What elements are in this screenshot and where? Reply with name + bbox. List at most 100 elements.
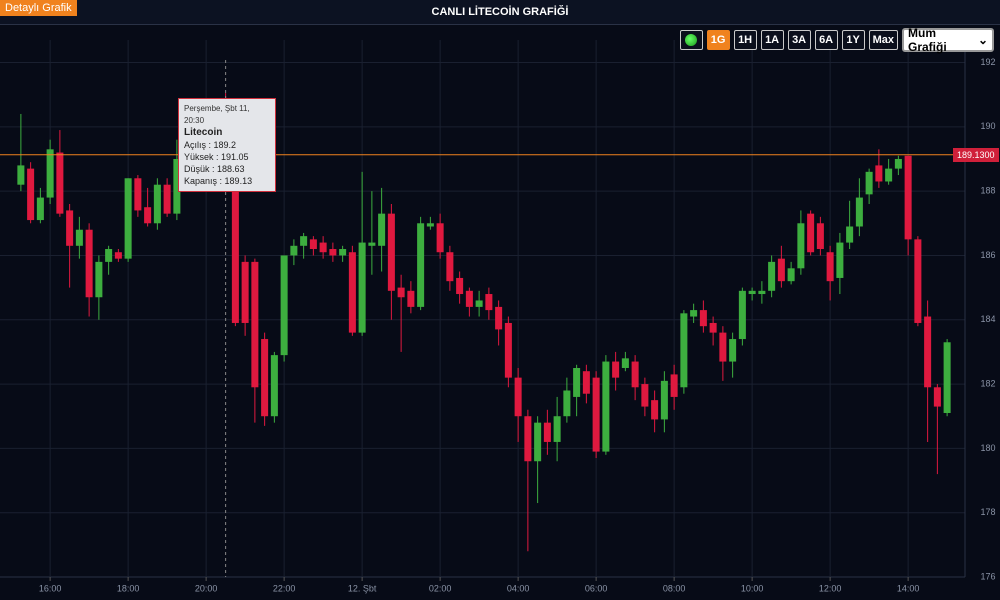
candle-body bbox=[748, 290, 756, 295]
candle-body bbox=[514, 377, 522, 417]
candle-body bbox=[612, 361, 620, 378]
candle-body bbox=[261, 339, 269, 417]
range-button[interactable]: 3A bbox=[787, 30, 811, 50]
live-dot bbox=[685, 34, 698, 46]
y-tick-label: 176 bbox=[980, 571, 995, 581]
y-tick-label: 188 bbox=[980, 186, 995, 196]
candle-body bbox=[524, 416, 532, 462]
candle-body bbox=[777, 258, 785, 282]
candle-body bbox=[114, 252, 122, 259]
tooltip-value: 189.13 bbox=[224, 176, 253, 186]
candle-body bbox=[534, 422, 542, 462]
candle-body bbox=[563, 390, 571, 417]
candle-body bbox=[231, 155, 239, 323]
x-tick-label: 08:00 bbox=[663, 583, 686, 593]
tooltip-value: 189.2 bbox=[213, 140, 237, 150]
candle-body bbox=[914, 239, 922, 323]
candle-body bbox=[904, 155, 912, 240]
x-tick-label: 12. Şbt bbox=[348, 583, 377, 593]
candle-body bbox=[543, 422, 551, 442]
chart-style-select[interactable]: Mum Grafiği ⌄ bbox=[902, 26, 994, 54]
range-button[interactable]: 1A bbox=[760, 30, 784, 50]
candle-body bbox=[943, 342, 951, 414]
candle-body bbox=[621, 358, 629, 368]
candle-body bbox=[36, 197, 44, 221]
x-tick-label: 06:00 bbox=[585, 583, 608, 593]
x-tick-label: 14:00 bbox=[897, 583, 920, 593]
candle-body bbox=[826, 252, 834, 282]
candle-body bbox=[407, 290, 415, 307]
candle-body bbox=[290, 245, 298, 256]
candle-body bbox=[300, 236, 308, 246]
candle-body bbox=[582, 371, 590, 394]
y-tick-label: 186 bbox=[980, 250, 995, 260]
x-tick-label: 16:00 bbox=[39, 583, 62, 593]
candle-body bbox=[251, 261, 259, 388]
live-toggle[interactable] bbox=[679, 30, 703, 50]
candle-body bbox=[738, 290, 746, 340]
candle-body bbox=[397, 287, 405, 298]
candle-body bbox=[144, 207, 152, 224]
tooltip-label: Yüksek bbox=[184, 152, 214, 162]
x-tick-label: 12:00 bbox=[819, 583, 842, 593]
candle-body bbox=[758, 290, 766, 295]
candle-body bbox=[329, 249, 337, 256]
candle-body bbox=[475, 300, 483, 307]
tooltip-label: Kapanış bbox=[184, 176, 218, 186]
range-button[interactable]: 6A bbox=[814, 30, 838, 50]
candle-body bbox=[592, 377, 600, 452]
tooltip-value: 191.05 bbox=[221, 152, 249, 162]
candle-body bbox=[66, 210, 74, 246]
x-tick-label: 10:00 bbox=[741, 583, 764, 593]
candle-body bbox=[339, 249, 347, 256]
x-tick-label: 20:00 bbox=[195, 583, 218, 593]
candle-body bbox=[134, 178, 142, 211]
candle-body bbox=[387, 213, 395, 291]
candle-body bbox=[602, 361, 610, 452]
candle-body bbox=[378, 213, 386, 246]
candle-body bbox=[729, 339, 737, 362]
range-button[interactable]: Max bbox=[868, 30, 898, 50]
tooltip-date: Perşembe, Şbt 11, 20:30 bbox=[184, 104, 250, 125]
range-button[interactable]: 1G bbox=[706, 30, 730, 50]
candle-body bbox=[426, 223, 434, 227]
candle-body bbox=[27, 168, 35, 221]
candle-body bbox=[865, 171, 873, 195]
candle-body bbox=[436, 223, 444, 253]
detail-button[interactable]: Detaylı Grafik bbox=[0, 0, 77, 16]
candle-body bbox=[855, 197, 863, 227]
candle-body bbox=[504, 322, 512, 378]
tooltip-row: Kapanış : 189.13 bbox=[184, 176, 253, 186]
candle-body bbox=[894, 158, 902, 169]
candle-body bbox=[768, 261, 776, 291]
candle-body bbox=[660, 380, 668, 420]
candle-body bbox=[173, 158, 181, 214]
candle-body bbox=[709, 322, 717, 333]
candle-body bbox=[485, 294, 493, 311]
candle-body bbox=[309, 239, 317, 250]
y-tick-label: 180 bbox=[980, 443, 995, 453]
candle-body bbox=[641, 384, 649, 407]
header: CANLI LİTECOİN GRAFİĞİ Detaylı Grafik bbox=[0, 0, 1000, 25]
candle-body bbox=[651, 400, 659, 420]
candle-body bbox=[56, 152, 64, 214]
range-button[interactable]: 1H bbox=[733, 30, 757, 50]
candle-body bbox=[797, 223, 805, 269]
candle-body bbox=[153, 184, 161, 224]
tooltip-row: Yüksek : 191.05 bbox=[184, 152, 249, 162]
last-price-tag: 189.1300 bbox=[953, 147, 999, 162]
range-button[interactable]: 1Y bbox=[841, 30, 865, 50]
y-tick-label: 178 bbox=[980, 507, 995, 517]
candle-body bbox=[270, 355, 278, 417]
candle-body bbox=[719, 332, 727, 362]
candle-body bbox=[875, 165, 883, 182]
candle-body bbox=[17, 165, 25, 185]
candle-body bbox=[933, 387, 941, 407]
candle-body bbox=[631, 361, 639, 388]
y-tick-label: 192 bbox=[980, 57, 995, 67]
toolbar: 1G 1H 1A 3A 6A 1Y Max Mum Grafiği ⌄ bbox=[679, 26, 994, 54]
candle-body bbox=[163, 184, 171, 214]
tooltip: Perşembe, Şbt 11, 20:30 Litecoin Açılış … bbox=[178, 98, 276, 192]
